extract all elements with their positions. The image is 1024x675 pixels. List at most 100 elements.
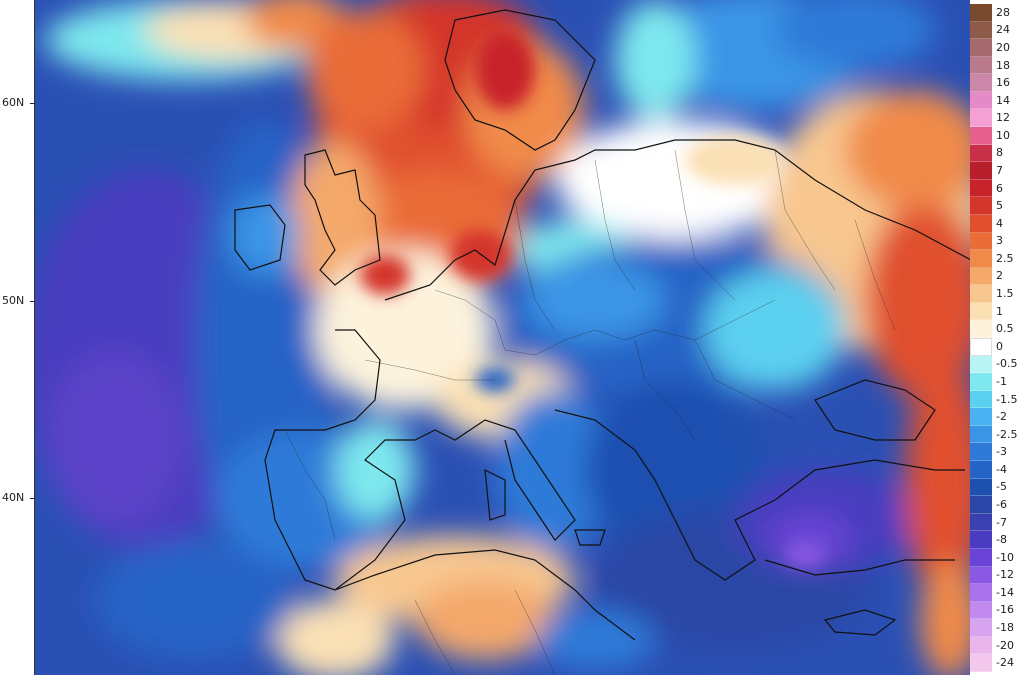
colorbar-label: -0.5 xyxy=(996,357,1018,371)
lat-tick-40n xyxy=(30,498,35,499)
colorbar-legend: 28 24 20 18 16 14 12 10 8 7 6 5 4 3 2.5 2 1.5 1 0.5 0 -0.5 -1… xyxy=(970,0,1024,675)
colorbar-swatch xyxy=(970,654,992,672)
colorbar-swatch xyxy=(970,496,992,514)
colorbar-swatch xyxy=(970,320,992,338)
colorbar-label: -20 xyxy=(996,638,1014,652)
colorbar-label: 12 xyxy=(996,111,1010,125)
colorbar-swatch xyxy=(970,548,992,567)
colorbar-label: 2 xyxy=(996,269,1003,283)
colorbar-swatch xyxy=(970,408,992,426)
anomaly-field xyxy=(35,0,971,675)
colorbar-swatch xyxy=(970,461,992,479)
latitude-axis: 60N 50N 40N xyxy=(0,0,35,675)
colorbar-label: 18 xyxy=(996,58,1010,72)
colorbar-swatch xyxy=(970,338,992,356)
colorbar-swatch xyxy=(970,531,992,549)
colorbar-swatch xyxy=(970,355,992,374)
colorbar-swatch xyxy=(970,109,992,128)
lat-label-40n: 40N xyxy=(2,491,25,504)
colorbar-label: -5 xyxy=(996,480,1007,494)
colorbar-label: -14 xyxy=(996,585,1014,599)
colorbar-label: 28 xyxy=(996,5,1010,19)
country-borders xyxy=(284,149,896,675)
colorbar-label: 20 xyxy=(996,40,1010,54)
colorbar-swatch xyxy=(970,619,992,637)
colorbar-swatch xyxy=(970,232,992,251)
colorbar-swatch xyxy=(970,162,992,180)
black-sea-outline xyxy=(814,379,936,441)
colorbar-swatch xyxy=(970,74,992,92)
colorbar-swatch xyxy=(970,21,992,40)
southern-coastline xyxy=(264,329,576,591)
colorbar-label: -8 xyxy=(996,533,1007,547)
colorbar-swatch xyxy=(970,478,992,497)
colorbar-label: -12 xyxy=(996,568,1014,582)
cyprus-outline xyxy=(823,609,897,636)
turkey-south-coast xyxy=(764,559,955,576)
colorbar-label: -24 xyxy=(996,656,1014,670)
colorbar-label: -10 xyxy=(996,550,1014,564)
scandinavia-outline xyxy=(444,9,596,151)
colorbar-label: 14 xyxy=(996,93,1010,107)
colorbar-label: 2.5 xyxy=(996,251,1014,265)
colorbar-swatch xyxy=(970,390,992,409)
colorbar-label: 4 xyxy=(996,216,1003,230)
lat-tick-60n xyxy=(30,103,35,104)
colorbar-swatch xyxy=(970,601,992,620)
colorbar-swatch xyxy=(970,302,992,321)
colorbar-swatch xyxy=(970,584,992,602)
ireland-outline xyxy=(234,204,286,271)
colorbar-label: -1.5 xyxy=(996,392,1018,406)
colorbar-swatch xyxy=(970,250,992,268)
sardinia-outline xyxy=(484,468,506,521)
lat-label-60n: 60N xyxy=(2,96,25,109)
colorbar-label: 5 xyxy=(996,199,1003,213)
colorbar-swatch xyxy=(970,39,992,57)
colorbar-swatch xyxy=(970,179,992,198)
colorbar-label: 16 xyxy=(996,76,1010,90)
temperature-anomaly-map xyxy=(34,0,971,675)
colorbar-label: -16 xyxy=(996,603,1014,617)
colorbar-swatch xyxy=(970,214,992,233)
coastlines xyxy=(234,9,971,641)
colorbar-label: -2 xyxy=(996,410,1007,424)
great-britain-outline xyxy=(304,149,381,286)
colorbar-label: 1 xyxy=(996,304,1003,318)
colorbar-label: 6 xyxy=(996,181,1003,195)
colorbar-label: 7 xyxy=(996,164,1003,177)
colorbar-swatch xyxy=(970,267,992,286)
colorbar-swatch xyxy=(970,144,992,163)
anomaly-accents xyxy=(360,30,825,567)
colorbar-swatch xyxy=(970,443,992,462)
colorbar-label: -1 xyxy=(996,374,1007,388)
colorbar-swatch xyxy=(970,91,992,110)
anomaly-map-canvas xyxy=(35,0,971,675)
colorbar-swatch xyxy=(970,127,992,145)
lat-tick-50n xyxy=(30,301,35,302)
colorbar-label: 10 xyxy=(996,128,1010,142)
colorbar-label: -18 xyxy=(996,621,1014,635)
colorbar-label: 8 xyxy=(996,146,1003,160)
colorbar-label: -2.5 xyxy=(996,427,1018,441)
colorbar-swatch xyxy=(970,636,992,655)
lat-label-50n: 50N xyxy=(2,294,25,307)
colorbar-label: -7 xyxy=(996,515,1007,529)
colorbar-swatch xyxy=(970,285,992,303)
colorbar-swatch xyxy=(970,197,992,215)
colorbar-label: -3 xyxy=(996,445,1007,459)
balkan-turkey-coastline xyxy=(554,409,965,581)
colorbar-swatch xyxy=(970,56,992,75)
colorbar-label: -6 xyxy=(996,498,1007,511)
northern-coastline xyxy=(384,139,971,301)
colorbar-label: 0 xyxy=(996,339,1003,353)
colorbar-swatch xyxy=(970,566,992,585)
colorbar-label: 24 xyxy=(996,23,1010,37)
colorbar-swatch xyxy=(970,425,992,444)
sicily-outline xyxy=(574,529,606,546)
colorbar-label: 3 xyxy=(996,234,1003,248)
colorbar-label: 1.5 xyxy=(996,287,1014,301)
colorbar-label: 0.5 xyxy=(996,322,1014,336)
colorbar-label: -4 xyxy=(996,462,1007,476)
north-africa-coast xyxy=(334,549,636,641)
colorbar-swatch xyxy=(970,513,992,532)
